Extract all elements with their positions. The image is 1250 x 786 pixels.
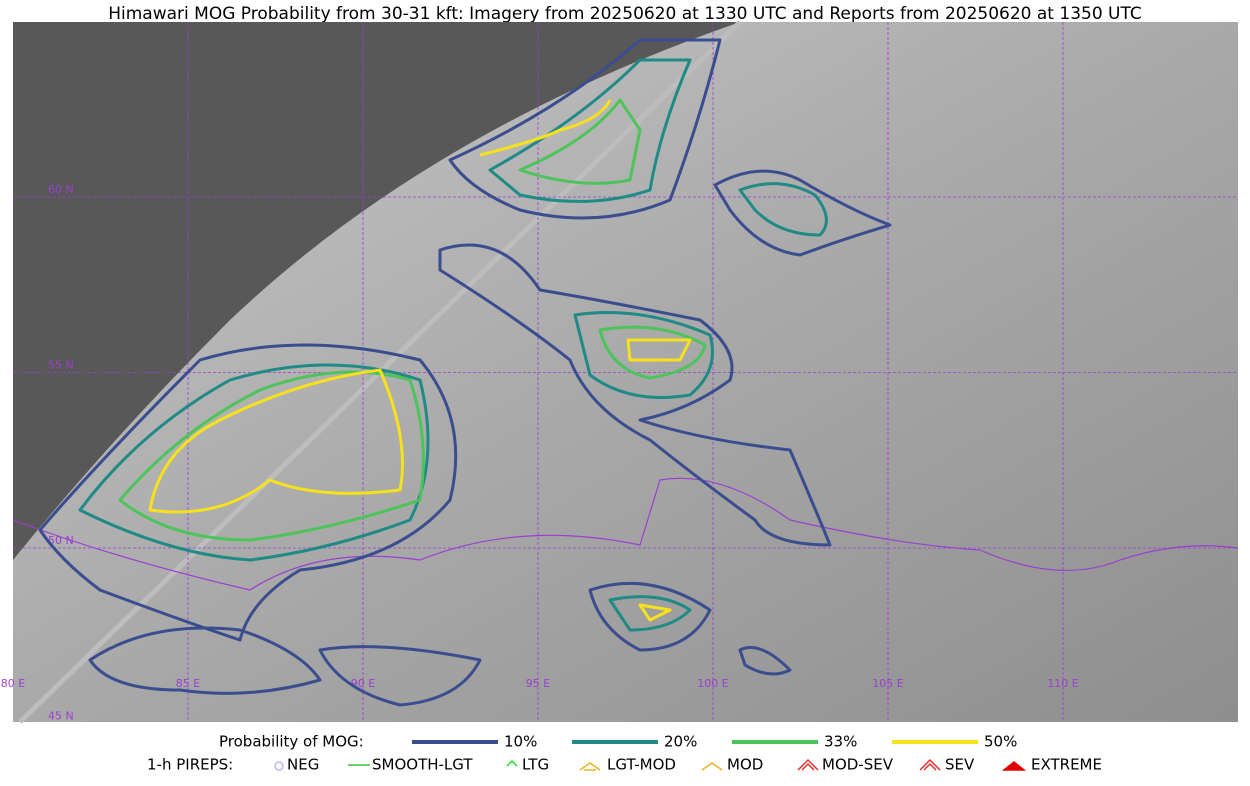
contour-33 bbox=[598, 325, 707, 380]
lon-label: 95 E bbox=[526, 677, 550, 690]
lon-label: 85 E bbox=[176, 677, 200, 690]
legend: Probability of MOG: 1-h PIREPS: 10% 20% 33… bbox=[147, 733, 1102, 774]
legend-label: 10% bbox=[504, 733, 537, 751]
legend-label: 20% bbox=[664, 733, 697, 751]
pirep-label: LTG bbox=[522, 756, 549, 774]
contour-33 bbox=[118, 370, 425, 542]
contour-50 bbox=[148, 368, 404, 514]
lat-label: 55 N bbox=[48, 359, 74, 372]
space-region bbox=[13, 22, 740, 560]
contour-50 bbox=[626, 338, 692, 362]
contours bbox=[38, 38, 892, 707]
pirep-label: EXTREME bbox=[1031, 756, 1102, 774]
pirep-legend-title: 1-h PIREPS: bbox=[147, 756, 233, 774]
legend-title: Probability of MOG: bbox=[219, 733, 364, 751]
pirep-label: NEG bbox=[287, 756, 319, 774]
lat-label: 45 N bbox=[48, 710, 74, 723]
contour-50 bbox=[479, 99, 612, 157]
legend-label: 50% bbox=[984, 733, 1017, 751]
pirep-label: MOD-SEV bbox=[822, 756, 894, 774]
pirep-label: MOD bbox=[727, 756, 763, 774]
contour-20 bbox=[608, 595, 692, 632]
lon-label: 100 E bbox=[697, 677, 728, 690]
contour-50 bbox=[638, 603, 672, 622]
lat-label: 60 N bbox=[48, 183, 74, 196]
contour-10 bbox=[438, 243, 832, 547]
pirep-label: LGT-MOD bbox=[607, 756, 676, 774]
pirep-symbols bbox=[274, 758, 1027, 771]
contour-10 bbox=[38, 343, 458, 642]
title: Himawari MOG Probability from 30-31 kft:… bbox=[108, 4, 1142, 24]
contour-10 bbox=[588, 581, 712, 652]
contour-10 bbox=[448, 38, 722, 220]
contour-20 bbox=[738, 182, 828, 237]
lon-label: 110 E bbox=[1047, 677, 1078, 690]
lat-label: 50 N bbox=[48, 534, 74, 547]
border bbox=[12, 477, 1239, 591]
contour-10 bbox=[88, 626, 792, 707]
contour-33 bbox=[518, 98, 642, 185]
lon-label: 105 E bbox=[872, 677, 903, 690]
contour-20 bbox=[573, 311, 714, 399]
pirep-label: SEV bbox=[945, 756, 975, 774]
pirep-label: SMOOTH-LGT bbox=[372, 756, 473, 774]
lon-label: 80 E bbox=[1, 677, 25, 690]
map: 80 E 85 E 90 E 95 E 100 E 105 E 110 E60 N55 N5… bbox=[1, 20, 1239, 724]
contour-20 bbox=[488, 58, 692, 203]
legend-label: 33% bbox=[824, 733, 857, 751]
contour-10 bbox=[713, 169, 892, 257]
contour-20 bbox=[78, 363, 430, 562]
